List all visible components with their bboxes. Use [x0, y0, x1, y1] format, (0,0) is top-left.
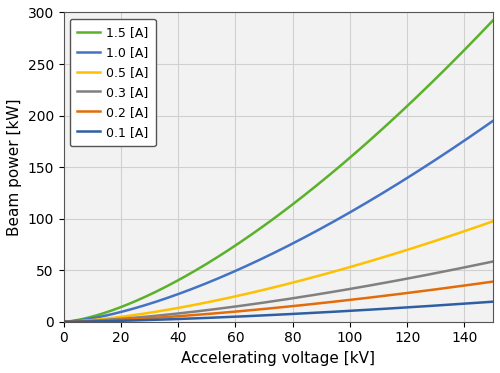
1.5 [A]	[316, 181, 322, 186]
0.5 [A]	[60, 320, 66, 324]
0.5 [A]	[412, 245, 418, 250]
1.5 [A]	[412, 96, 418, 100]
Line: 0.1 [A]: 0.1 [A]	[64, 302, 493, 322]
Legend: 1.5 [A], 1.0 [A], 0.5 [A], 0.3 [A], 0.2 [A], 0.1 [A]: 1.5 [A], 1.0 [A], 0.5 [A], 0.3 [A], 0.2 …	[70, 19, 156, 146]
1.5 [A]	[480, 29, 486, 33]
0.5 [A]	[293, 279, 299, 284]
0.5 [A]	[264, 286, 270, 291]
0.1 [A]	[490, 300, 496, 304]
0.1 [A]	[264, 313, 270, 317]
1.0 [A]	[412, 170, 418, 175]
0.2 [A]	[293, 304, 299, 308]
1.0 [A]	[60, 320, 66, 324]
1.5 [A]	[490, 18, 496, 22]
0.2 [A]	[267, 306, 273, 311]
0.2 [A]	[264, 306, 270, 311]
Line: 0.3 [A]: 0.3 [A]	[64, 261, 493, 322]
1.0 [A]	[267, 253, 273, 257]
Y-axis label: Beam power [kW]: Beam power [kW]	[7, 98, 22, 236]
1.5 [A]	[264, 221, 270, 225]
0.5 [A]	[480, 223, 486, 227]
0.2 [A]	[480, 281, 486, 285]
X-axis label: Accelerating voltage [kV]: Accelerating voltage [kV]	[182, 351, 376, 366]
Line: 0.2 [A]: 0.2 [A]	[64, 282, 493, 322]
0.1 [A]	[267, 313, 273, 317]
1.0 [A]	[490, 119, 496, 123]
Line: 0.5 [A]: 0.5 [A]	[64, 221, 493, 322]
1.5 [A]	[293, 200, 299, 204]
0.1 [A]	[412, 305, 418, 309]
0.5 [A]	[490, 219, 496, 223]
1.0 [A]	[316, 227, 322, 232]
0.3 [A]	[480, 261, 486, 266]
0.1 [A]	[316, 310, 322, 315]
0.5 [A]	[267, 286, 273, 291]
0.3 [A]	[264, 300, 270, 304]
1.5 [A]	[60, 320, 66, 324]
0.3 [A]	[60, 320, 66, 324]
0.2 [A]	[490, 279, 496, 284]
0.2 [A]	[412, 290, 418, 294]
0.3 [A]	[412, 275, 418, 279]
1.0 [A]	[264, 254, 270, 258]
0.3 [A]	[490, 259, 496, 264]
1.5 [A]	[267, 219, 273, 223]
1.0 [A]	[480, 126, 486, 130]
0.1 [A]	[480, 300, 486, 305]
0.2 [A]	[60, 320, 66, 324]
Line: 1.0 [A]: 1.0 [A]	[64, 121, 493, 322]
0.5 [A]	[316, 273, 322, 278]
Line: 1.5 [A]: 1.5 [A]	[64, 20, 493, 322]
0.3 [A]	[267, 300, 273, 304]
0.3 [A]	[293, 295, 299, 300]
0.1 [A]	[60, 320, 66, 324]
0.3 [A]	[316, 292, 322, 296]
0.1 [A]	[293, 311, 299, 316]
1.0 [A]	[293, 239, 299, 244]
0.2 [A]	[316, 301, 322, 305]
